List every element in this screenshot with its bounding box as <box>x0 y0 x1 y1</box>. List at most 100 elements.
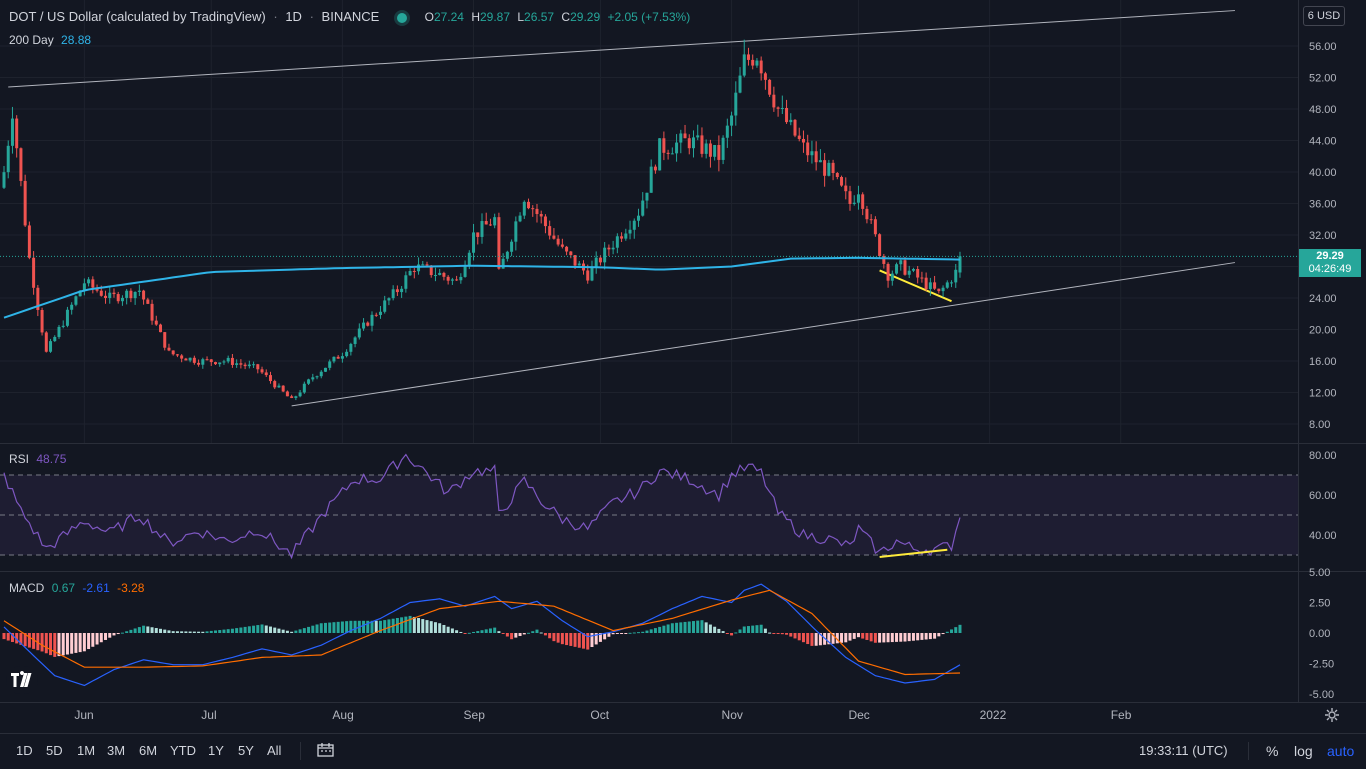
log-toggle[interactable]: log <box>1294 743 1313 759</box>
macd-histogram-bar <box>594 633 598 645</box>
macd-histogram-bar <box>598 633 602 642</box>
macd-histogram-bar <box>404 616 408 633</box>
pane-separator[interactable] <box>0 571 1366 572</box>
macd-histogram-bar <box>911 633 915 641</box>
macd-histogram-bar <box>188 631 192 633</box>
timeframe-5d[interactable]: 5D <box>46 743 63 758</box>
macd-histogram-bar <box>345 621 349 633</box>
macd-histogram-bar <box>74 633 78 653</box>
candle-body <box>281 385 285 392</box>
macd-histogram-bar <box>522 633 526 635</box>
candle-body <box>340 356 344 359</box>
macd-histogram-bar <box>209 630 213 633</box>
settings-gear-icon[interactable] <box>1324 707 1340 723</box>
macd-histogram-bar <box>696 620 700 633</box>
symbol-title[interactable]: DOT / US Dollar (calculated by TradingVi… <box>9 9 266 24</box>
timeframe-6m[interactable]: 6M <box>139 743 158 758</box>
candle-body <box>433 275 437 277</box>
macd-chart[interactable]: -5.00 -2.50 0.00 2.50 5.00 <box>0 567 1366 702</box>
macd-histogram-bar <box>624 633 628 634</box>
candle-body <box>937 288 941 292</box>
candle-body <box>772 94 776 108</box>
macd-histogram-bar <box>374 620 378 633</box>
candle-body <box>848 191 852 204</box>
candle-body <box>780 107 784 109</box>
macd-histogram-bar <box>755 625 759 633</box>
candle-body <box>57 326 61 337</box>
candle-body <box>298 392 302 397</box>
rsi-legend[interactable]: RSI 48.75 <box>9 452 70 466</box>
candle-body <box>36 287 40 310</box>
date-range-icon[interactable] <box>317 742 335 758</box>
macd-histogram-bar <box>793 633 797 639</box>
candle-body <box>768 79 772 95</box>
macd-histogram-bar <box>725 633 729 634</box>
macd-histogram-bar <box>683 621 687 633</box>
toolbar-divider <box>300 742 301 760</box>
rsi-label: RSI <box>9 452 30 466</box>
candle-body <box>264 372 268 376</box>
candle-body <box>941 287 945 292</box>
pane-separator[interactable] <box>0 443 1366 444</box>
timeframe-3m[interactable]: 3M <box>107 743 126 758</box>
timeframe-1m[interactable]: 1M <box>77 743 96 758</box>
macd-histogram-bar <box>628 632 632 634</box>
macd-histogram-bar <box>746 626 750 633</box>
timeframe-ytd[interactable]: YTD <box>170 743 196 758</box>
candle-body <box>319 371 323 377</box>
candle-body <box>32 257 36 288</box>
macd-histogram-bar <box>772 633 776 634</box>
change-value: +2.05 (+7.53%) <box>607 10 691 24</box>
candle-body <box>400 288 404 293</box>
price-tick-label: 56.00 <box>1309 41 1337 53</box>
macd-histogram-bar <box>163 629 167 633</box>
macd-histogram-bar <box>831 633 835 644</box>
macd-histogram-bar <box>214 630 217 633</box>
candle-body <box>450 279 454 281</box>
ma-legend[interactable]: 200 Day 28.88 <box>9 33 95 47</box>
candle-body <box>404 275 408 289</box>
candle-body <box>806 142 810 156</box>
macd-histogram-bar <box>10 633 14 642</box>
macd-tick-label: -2.50 <box>1309 659 1334 671</box>
currency-button[interactable]: 6 USD <box>1303 6 1345 26</box>
rsi-chart[interactable]: 40.00 60.00 80.00 <box>0 444 1366 571</box>
macd-histogram-bar <box>167 630 171 633</box>
candle-body <box>527 201 531 209</box>
timeframe-1y[interactable]: 1Y <box>208 743 224 758</box>
auto-toggle[interactable]: auto <box>1327 743 1355 759</box>
rsi-pane[interactable]: 40.00 60.00 80.00 <box>0 444 1337 571</box>
interval-label[interactable]: 1D <box>285 9 302 24</box>
candle-body <box>137 290 141 292</box>
candle-body <box>459 276 463 281</box>
candle-body <box>835 173 839 177</box>
tradingview-logo-icon[interactable] <box>6 666 38 694</box>
candle-body <box>6 145 10 173</box>
macd-pane[interactable]: -5.00 -2.50 0.00 2.50 5.00 <box>0 567 1334 702</box>
candle-body <box>429 265 433 276</box>
macd-histogram-bar <box>806 633 810 645</box>
candle-body <box>44 332 48 352</box>
macd-histogram-bar <box>311 625 315 633</box>
low-label: L <box>517 10 525 24</box>
candle-body <box>366 322 370 326</box>
rsi-divergence-line <box>879 548 948 558</box>
bottom-toolbar: 1D 5D 1M 3M 6M YTD 1Y 5Y All 19:33:11 (U… <box>0 733 1366 769</box>
macd-histogram-bar <box>285 630 289 633</box>
macd-histogram-bar <box>869 633 873 642</box>
timeframe-1d[interactable]: 1D <box>16 743 33 758</box>
candlestick-chart[interactable]: 8.0012.0016.0020.0024.0028.0032.0036.004… <box>0 0 1366 443</box>
price-pane[interactable]: 8.0012.0016.0020.0024.0028.0032.0036.004… <box>0 0 1337 443</box>
candle-body <box>539 213 543 217</box>
candle-body <box>252 364 256 366</box>
macd-histogram-bar <box>565 633 569 646</box>
candle-body <box>497 217 501 269</box>
macd-legend[interactable]: MACD 0.67 -2.61 -3.28 <box>9 581 148 595</box>
macd-histogram-bar <box>78 633 82 653</box>
clock-display[interactable]: 19:33:11 (UTC) <box>1139 743 1228 758</box>
timeframe-5y[interactable]: 5Y <box>238 743 254 758</box>
percent-toggle[interactable]: % <box>1266 743 1279 759</box>
candle-body <box>476 232 480 237</box>
timeframe-all[interactable]: All <box>267 743 282 758</box>
candle-body <box>801 138 805 143</box>
